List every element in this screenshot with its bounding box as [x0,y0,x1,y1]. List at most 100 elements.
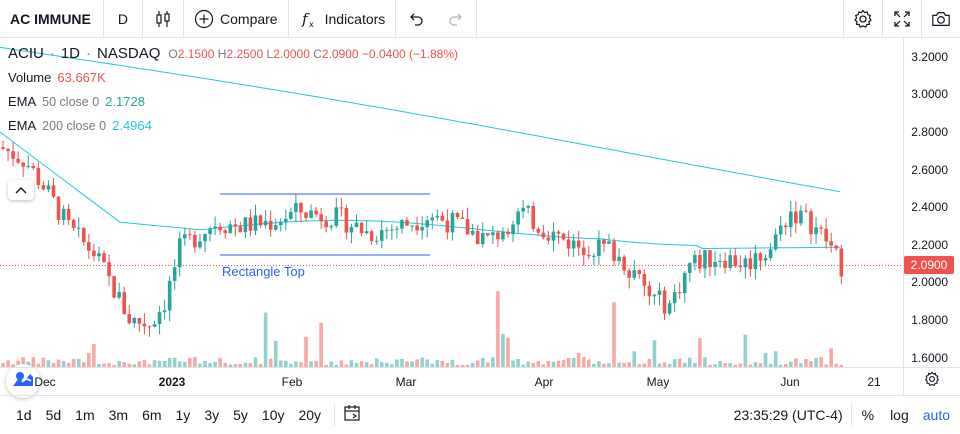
volume-bar [16,360,20,367]
range-3m-button[interactable]: 3m [108,406,129,423]
candle-body [460,217,465,219]
range-5d-button[interactable]: 5d [45,406,62,423]
log-toggle[interactable]: log [890,406,909,423]
rectangle-drawing[interactable] [220,193,430,256]
symbol-search-button[interactable]: AC IMMUNE [0,0,104,38]
candle-body [213,226,217,229]
range-20y-button[interactable]: 20y [298,406,322,423]
candle-body [420,227,424,231]
volume-bar [400,358,404,367]
candle-body [354,222,359,228]
candle-body [304,212,308,218]
range-1y-button[interactable]: 1y [175,406,191,423]
volume-bar [728,363,732,367]
range-10y-button[interactable]: 10y [261,406,285,423]
clock-timezone-button[interactable]: 23:35:29 (UTC-4) [733,406,843,423]
volume-bar [258,363,263,367]
candle-body [137,318,142,324]
legend-collapse-button[interactable] [8,180,34,200]
candle-body [778,225,783,235]
candle-body [71,219,76,228]
price-tick: 2.0000 [911,275,948,290]
compare-button[interactable]: Compare [184,0,289,38]
range-1d-button[interactable]: 1d [16,406,32,423]
time-label: Feb [281,375,303,389]
candle-body [218,226,222,231]
tradingview-logo-button[interactable] [6,364,40,398]
auto-toggle[interactable]: auto [922,406,950,423]
volume-bar [733,364,738,367]
candle-body [66,208,71,220]
volume-bar [233,364,238,367]
volume-bar [369,364,374,367]
candle-body [243,217,248,233]
volume-bar [243,362,248,367]
volume-bar [76,359,81,367]
volume-bar [334,364,339,367]
volume-bar [198,363,202,367]
candle-body [425,220,429,228]
redo-button[interactable] [436,0,478,38]
interval-button[interactable]: D [104,0,144,38]
goto-date-button[interactable] [343,404,361,425]
volume-bar [799,363,803,367]
candle-body [1,147,5,149]
candle-body [511,224,515,235]
volume-bar [420,357,424,367]
volume-bar [339,360,344,367]
volume-bar [122,362,126,367]
volume-bar [177,361,182,367]
candle-body [632,270,637,278]
snapshot-button[interactable] [921,0,960,38]
candle-body [415,225,419,231]
volume-bar [6,360,10,367]
legend-ema200-row[interactable]: EMA 200 close 0 2.4964 [8,114,458,138]
volume-bar [107,363,111,367]
candle-body [470,230,475,235]
undo-button[interactable] [396,0,436,38]
volume-value: 63.667K [57,70,106,85]
legend-volume-row[interactable]: Volume 63.667K [8,66,458,90]
axis-settings-button[interactable] [903,367,960,395]
volume-bar [743,334,748,367]
candle-body [799,210,803,224]
volume-bar [273,340,278,367]
volume-bar [465,364,470,367]
price-chart[interactable] [0,38,903,367]
volume-bar [511,360,515,367]
candle-body [112,276,116,298]
legend-ema50-row[interactable]: EMA 50 close 0 2.1728 [8,90,458,114]
legend-symbol-row: ACIU · 1D · NASDAQ O2.1500 H2.2500 L2.00… [8,42,458,66]
volume-bar [637,364,642,367]
candle-body [723,260,727,268]
range-5y-button[interactable]: 5y [233,406,248,423]
range-6m-button[interactable]: 6m [142,406,162,423]
volume-bar [556,360,561,367]
volume-bar [753,362,758,367]
price-tick: 1.6000 [911,350,948,365]
chart-type-button[interactable] [143,0,185,38]
volume-bar [501,334,505,367]
range-1m-button[interactable]: 1m [75,406,95,423]
settings-button[interactable] [843,0,882,38]
volume-bar [445,363,450,367]
candle-body [531,206,536,229]
chevron-up-icon [15,181,27,199]
fullscreen-button[interactable] [882,0,921,38]
volume-bar [612,302,616,367]
price-axis[interactable]: 3.2000 3.0000 2.8000 2.6000 2.4000 2.2000 2.00… [903,38,960,367]
percent-toggle[interactable]: % [861,406,875,423]
volume-bar [71,358,76,367]
legend-ticker: ACIU [8,45,44,62]
volume-bar [496,291,500,367]
time-axis[interactable]: Dec 2023 Feb Mar Apr May Jun 21 [0,367,903,395]
candle-body [612,241,616,261]
rectangle-label[interactable]: Rectangle Top [222,264,305,279]
volume-bar [470,362,475,367]
time-label: Dec [34,375,56,389]
range-3y-button[interactable]: 3y [204,406,220,423]
chart-pane[interactable]: ACIU · 1D · NASDAQ O2.1500 H2.2500 L2.00… [0,38,903,398]
volume-bar [349,360,354,367]
volume-bar [415,359,419,367]
